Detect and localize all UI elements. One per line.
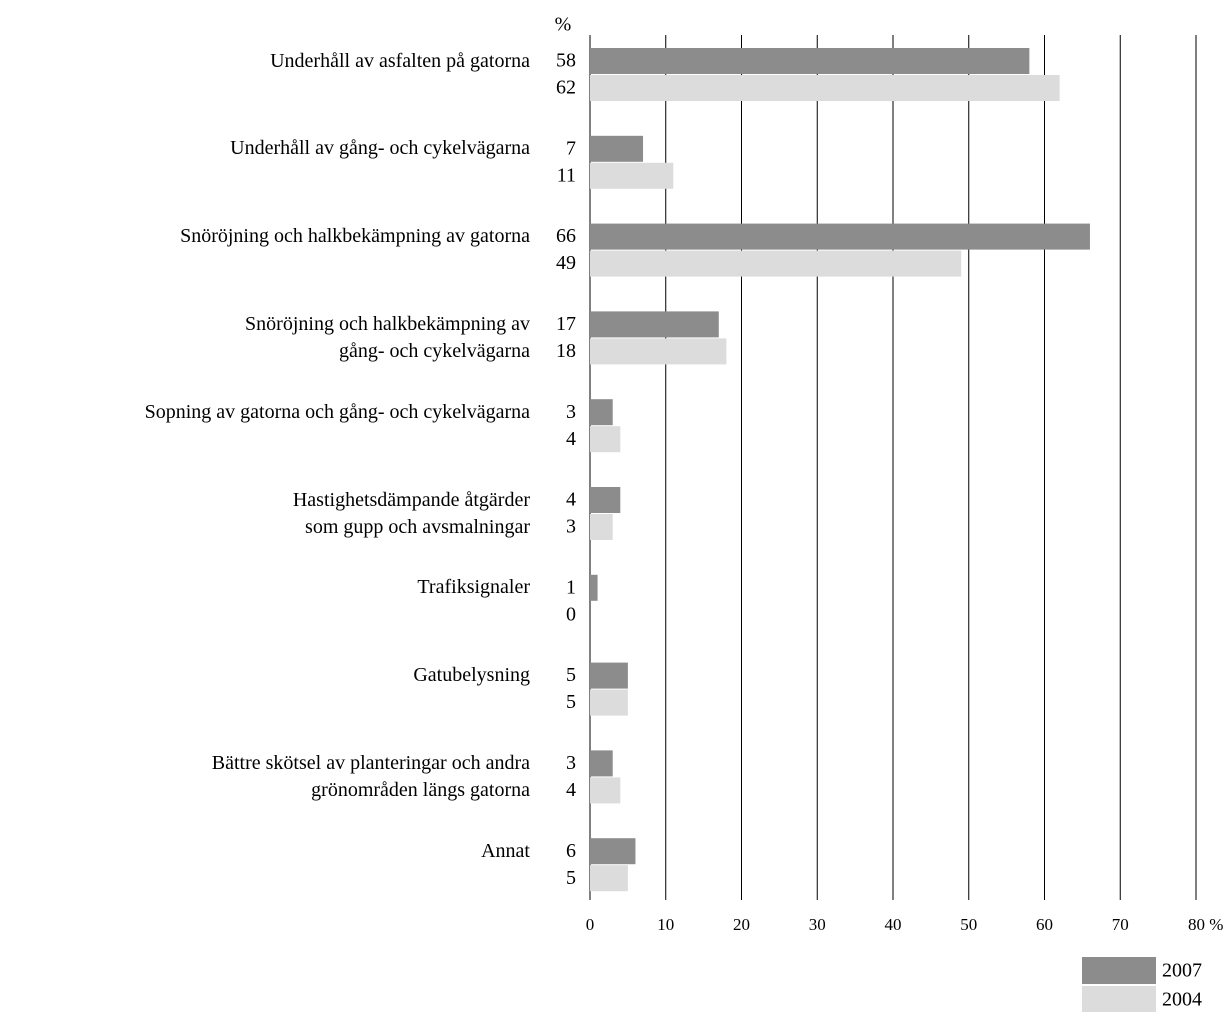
category-label: Trafiksignaler	[417, 576, 530, 599]
x-tick-label: 40	[885, 915, 902, 934]
x-tick-label: 50	[960, 915, 977, 934]
value-label: 4	[566, 779, 576, 801]
value-label: 18	[556, 340, 576, 362]
bar	[590, 48, 1030, 74]
bar	[590, 399, 613, 426]
category-label: Snöröjning och halkbekämpning av gång- o…	[245, 312, 530, 362]
legend-swatch	[1082, 957, 1156, 984]
x-tick-label: 20	[733, 915, 750, 934]
value-label: 66	[556, 225, 576, 247]
bar	[590, 574, 598, 601]
legend-label: 2004	[1162, 989, 1202, 1011]
bar	[590, 487, 621, 513]
x-tick-label: 30	[809, 915, 826, 934]
category-label: Snöröjning och halkbekämpning av gatorna	[180, 225, 530, 248]
x-tick-label: 60	[1036, 915, 1053, 934]
value-label: 3	[566, 401, 576, 423]
legend-swatch	[1082, 986, 1156, 1012]
value-label: 5	[566, 691, 576, 713]
category-label: Sopning av gatorna och gång- och cykelvä…	[144, 400, 530, 423]
value-label: 1	[566, 576, 576, 598]
bar	[590, 514, 613, 540]
bar	[590, 223, 1090, 250]
x-tick-label: 70	[1112, 915, 1129, 934]
x-tick-label: 10	[657, 915, 674, 934]
category-label: Bättre skötsel av planteringar och andra…	[211, 751, 530, 801]
category-label: Gatubelysning	[413, 664, 530, 687]
bar	[590, 311, 719, 338]
bar	[590, 838, 636, 865]
bar	[590, 338, 727, 365]
value-label: 7	[566, 137, 576, 159]
value-label: 6	[566, 840, 576, 862]
category-label: Underhåll av gång- och cykelvägarna	[230, 137, 530, 160]
x-tick-label: 0	[586, 915, 595, 934]
bar	[590, 162, 674, 189]
value-label: 11	[557, 164, 576, 186]
bar	[590, 777, 621, 804]
value-label: 4	[566, 489, 576, 511]
value-label: 3	[566, 752, 576, 774]
legend-label: 2007	[1162, 960, 1202, 982]
bar	[590, 662, 628, 689]
bar	[590, 75, 1060, 101]
value-label: 4	[566, 428, 576, 450]
bar	[590, 689, 628, 716]
bar	[590, 426, 621, 453]
x-tick-label: 80 %	[1188, 915, 1223, 934]
value-label: 5	[566, 867, 576, 889]
bar	[590, 250, 962, 277]
value-label: 0	[566, 603, 576, 625]
value-label: 49	[556, 252, 576, 274]
value-label: 3	[566, 516, 576, 538]
value-label: 17	[556, 313, 576, 335]
category-label: Annat	[481, 839, 530, 862]
bar	[590, 135, 644, 162]
category-label: Underhåll av asfalten på gatorna	[270, 49, 530, 72]
bar	[590, 865, 628, 892]
category-label: Hastighetsdämpande åtgärder som gupp och…	[292, 488, 530, 538]
value-label: 62	[556, 77, 576, 99]
bar	[590, 750, 613, 777]
value-label: 58	[556, 50, 576, 72]
value-label: 5	[566, 664, 576, 686]
unit-label: %	[555, 14, 572, 36]
